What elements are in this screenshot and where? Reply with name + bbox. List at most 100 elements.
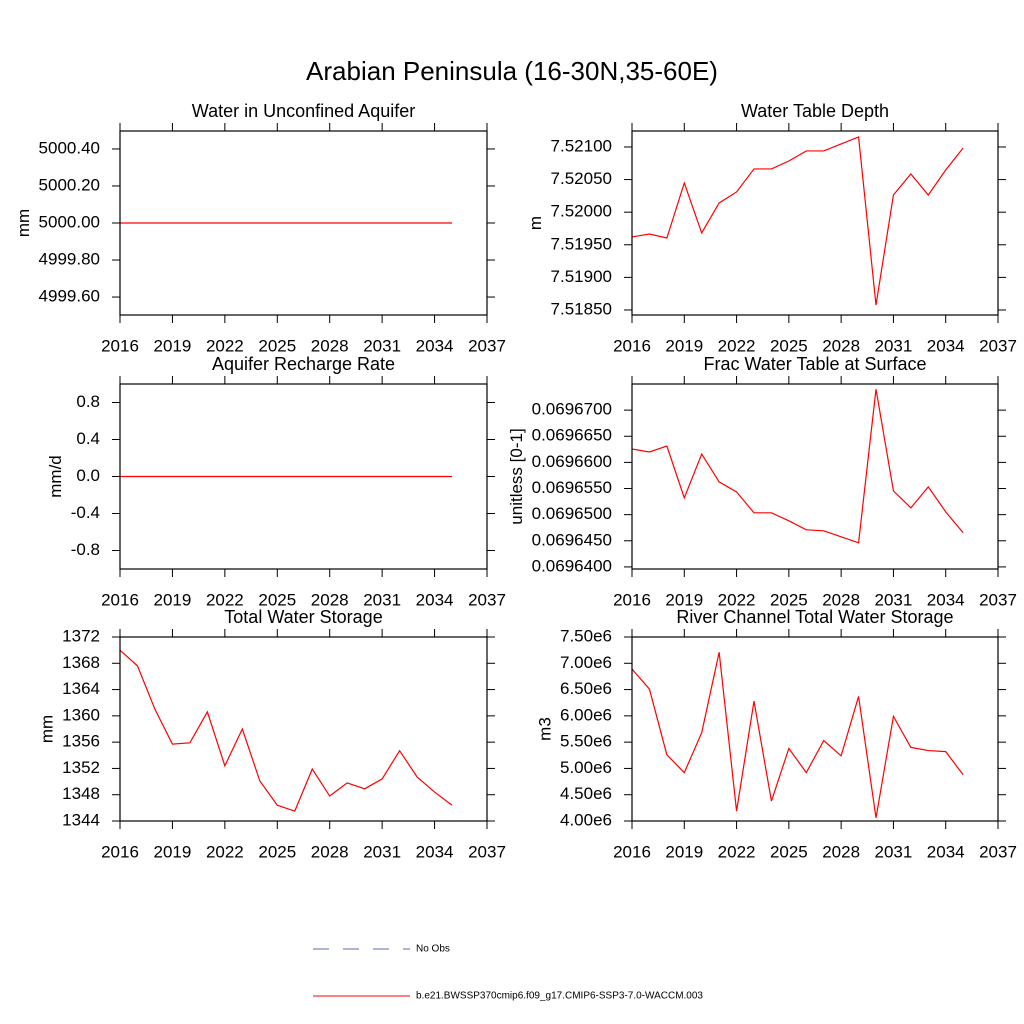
x-tick-label: 2019 [665, 590, 703, 609]
x-tick-label: 2037 [979, 842, 1017, 861]
panel-title: River Channel Total Water Storage [676, 607, 953, 627]
panel-title: Water in Unconfined Aquifer [192, 101, 415, 121]
plot-frame [119, 636, 488, 822]
x-tick-label: 2019 [154, 590, 192, 609]
x-tick-label: 2028 [311, 842, 349, 861]
x-tick-label: 2037 [468, 842, 506, 861]
x-tick-label: 2019 [665, 842, 703, 861]
x-tick-label: 2028 [311, 590, 349, 609]
y-tick-label: 1348 [62, 784, 100, 803]
x-tick-label: 2022 [718, 842, 756, 861]
y-tick-label: 0.0696600 [532, 452, 612, 471]
x-tick-label: 2028 [822, 336, 860, 355]
y-tick-label: 0.4 [76, 429, 100, 448]
y-tick-label: 7.52050 [551, 169, 612, 188]
panel-title: Aquifer Recharge Rate [212, 354, 395, 374]
figure-title: Arabian Peninsula (16-30N,35-60E) [306, 56, 718, 86]
x-tick-label: 2016 [101, 336, 139, 355]
y-tick-label: 1360 [62, 705, 100, 724]
x-tick-label: 2031 [363, 842, 401, 861]
x-tick-label: 2034 [927, 590, 965, 609]
y-tick-label: 1368 [62, 653, 100, 672]
y-tick-label: -0.4 [71, 503, 100, 522]
x-tick-label: 2019 [665, 336, 703, 355]
y-tick-label: 0.0696650 [532, 426, 612, 445]
x-tick-label: 2028 [822, 590, 860, 609]
x-tick-label: 2037 [468, 590, 506, 609]
x-tick-label: 2022 [718, 590, 756, 609]
y-tick-label: 0.0 [76, 466, 100, 485]
y-tick-label: 5000.40 [39, 138, 100, 157]
x-tick-label: 2025 [770, 336, 808, 355]
y-axis-label: mm/d [46, 455, 65, 498]
y-tick-label: 7.50e6 [560, 626, 612, 645]
x-tick-label: 2025 [258, 842, 296, 861]
y-tick-label: 0.0696700 [532, 400, 612, 419]
data-line [631, 652, 964, 818]
x-tick-label: 2037 [979, 336, 1017, 355]
y-tick-label: 7.52100 [551, 136, 612, 155]
x-tick-label: 2016 [613, 842, 651, 861]
y-tick-label: 6.50e6 [560, 679, 612, 698]
x-tick-label: 2031 [875, 336, 913, 355]
y-axis-label: m [526, 216, 545, 230]
x-tick-label: 2022 [206, 590, 244, 609]
y-tick-label: 1372 [62, 626, 100, 645]
x-tick-label: 2025 [770, 842, 808, 861]
y-tick-label: 0.0696500 [532, 504, 612, 523]
panel-title: Frac Water Table at Surface [703, 354, 926, 374]
y-tick-label: 5000.00 [39, 212, 100, 231]
x-tick-label: 2025 [258, 336, 296, 355]
y-tick-label: 1364 [62, 679, 100, 698]
y-tick-label: 0.0696550 [532, 478, 612, 497]
y-tick-label: 5.00e6 [560, 758, 612, 777]
y-tick-label: 4.00e6 [560, 810, 612, 829]
y-tick-label: 7.51900 [551, 267, 612, 286]
y-tick-label: 6.00e6 [560, 705, 612, 724]
y-tick-label: 0.8 [76, 392, 100, 411]
x-tick-label: 2034 [927, 336, 965, 355]
y-tick-label: 7.51850 [551, 299, 612, 318]
x-tick-label: 2031 [875, 842, 913, 861]
x-tick-label: 2019 [154, 336, 192, 355]
y-tick-label: -0.8 [71, 540, 100, 559]
x-tick-label: 2016 [613, 590, 651, 609]
y-tick-label: 1352 [62, 758, 100, 777]
y-tick-label: 4999.80 [39, 250, 100, 269]
x-tick-label: 2028 [822, 842, 860, 861]
data-line [631, 136, 964, 306]
x-tick-label: 2034 [416, 336, 454, 355]
y-tick-label: 5000.20 [39, 175, 100, 194]
x-tick-label: 2025 [258, 590, 296, 609]
x-tick-label: 2034 [416, 842, 454, 861]
x-tick-label: 2016 [101, 590, 139, 609]
x-tick-label: 2019 [154, 842, 192, 861]
x-tick-label: 2016 [101, 842, 139, 861]
x-tick-label: 2031 [875, 590, 913, 609]
x-tick-label: 2037 [979, 590, 1017, 609]
x-tick-label: 2031 [363, 336, 401, 355]
y-tick-label: 1344 [62, 810, 100, 829]
x-tick-label: 2034 [416, 590, 454, 609]
plot-frame [631, 383, 999, 570]
y-axis-label: m3 [535, 717, 554, 741]
data-line [119, 649, 453, 812]
plot-frame [631, 636, 999, 822]
data-line [631, 389, 964, 544]
x-tick-label: 2028 [311, 336, 349, 355]
y-axis-label: mm [38, 715, 57, 743]
x-tick-label: 2034 [927, 842, 965, 861]
y-tick-label: 7.00e6 [560, 653, 612, 672]
y-tick-label: 4999.60 [39, 287, 100, 306]
legend-label: b.e21.BWSSP370cmip6.f09_g17.CMIP6-SSP3-7… [416, 991, 703, 1002]
x-tick-label: 2031 [363, 590, 401, 609]
legend-label: No Obs [416, 944, 450, 955]
y-tick-label: 1356 [62, 732, 100, 751]
x-tick-label: 2016 [613, 336, 651, 355]
panel-title: Water Table Depth [741, 101, 889, 121]
x-tick-label: 2025 [770, 590, 808, 609]
panel-title: Total Water Storage [224, 607, 382, 627]
x-tick-label: 2022 [718, 336, 756, 355]
